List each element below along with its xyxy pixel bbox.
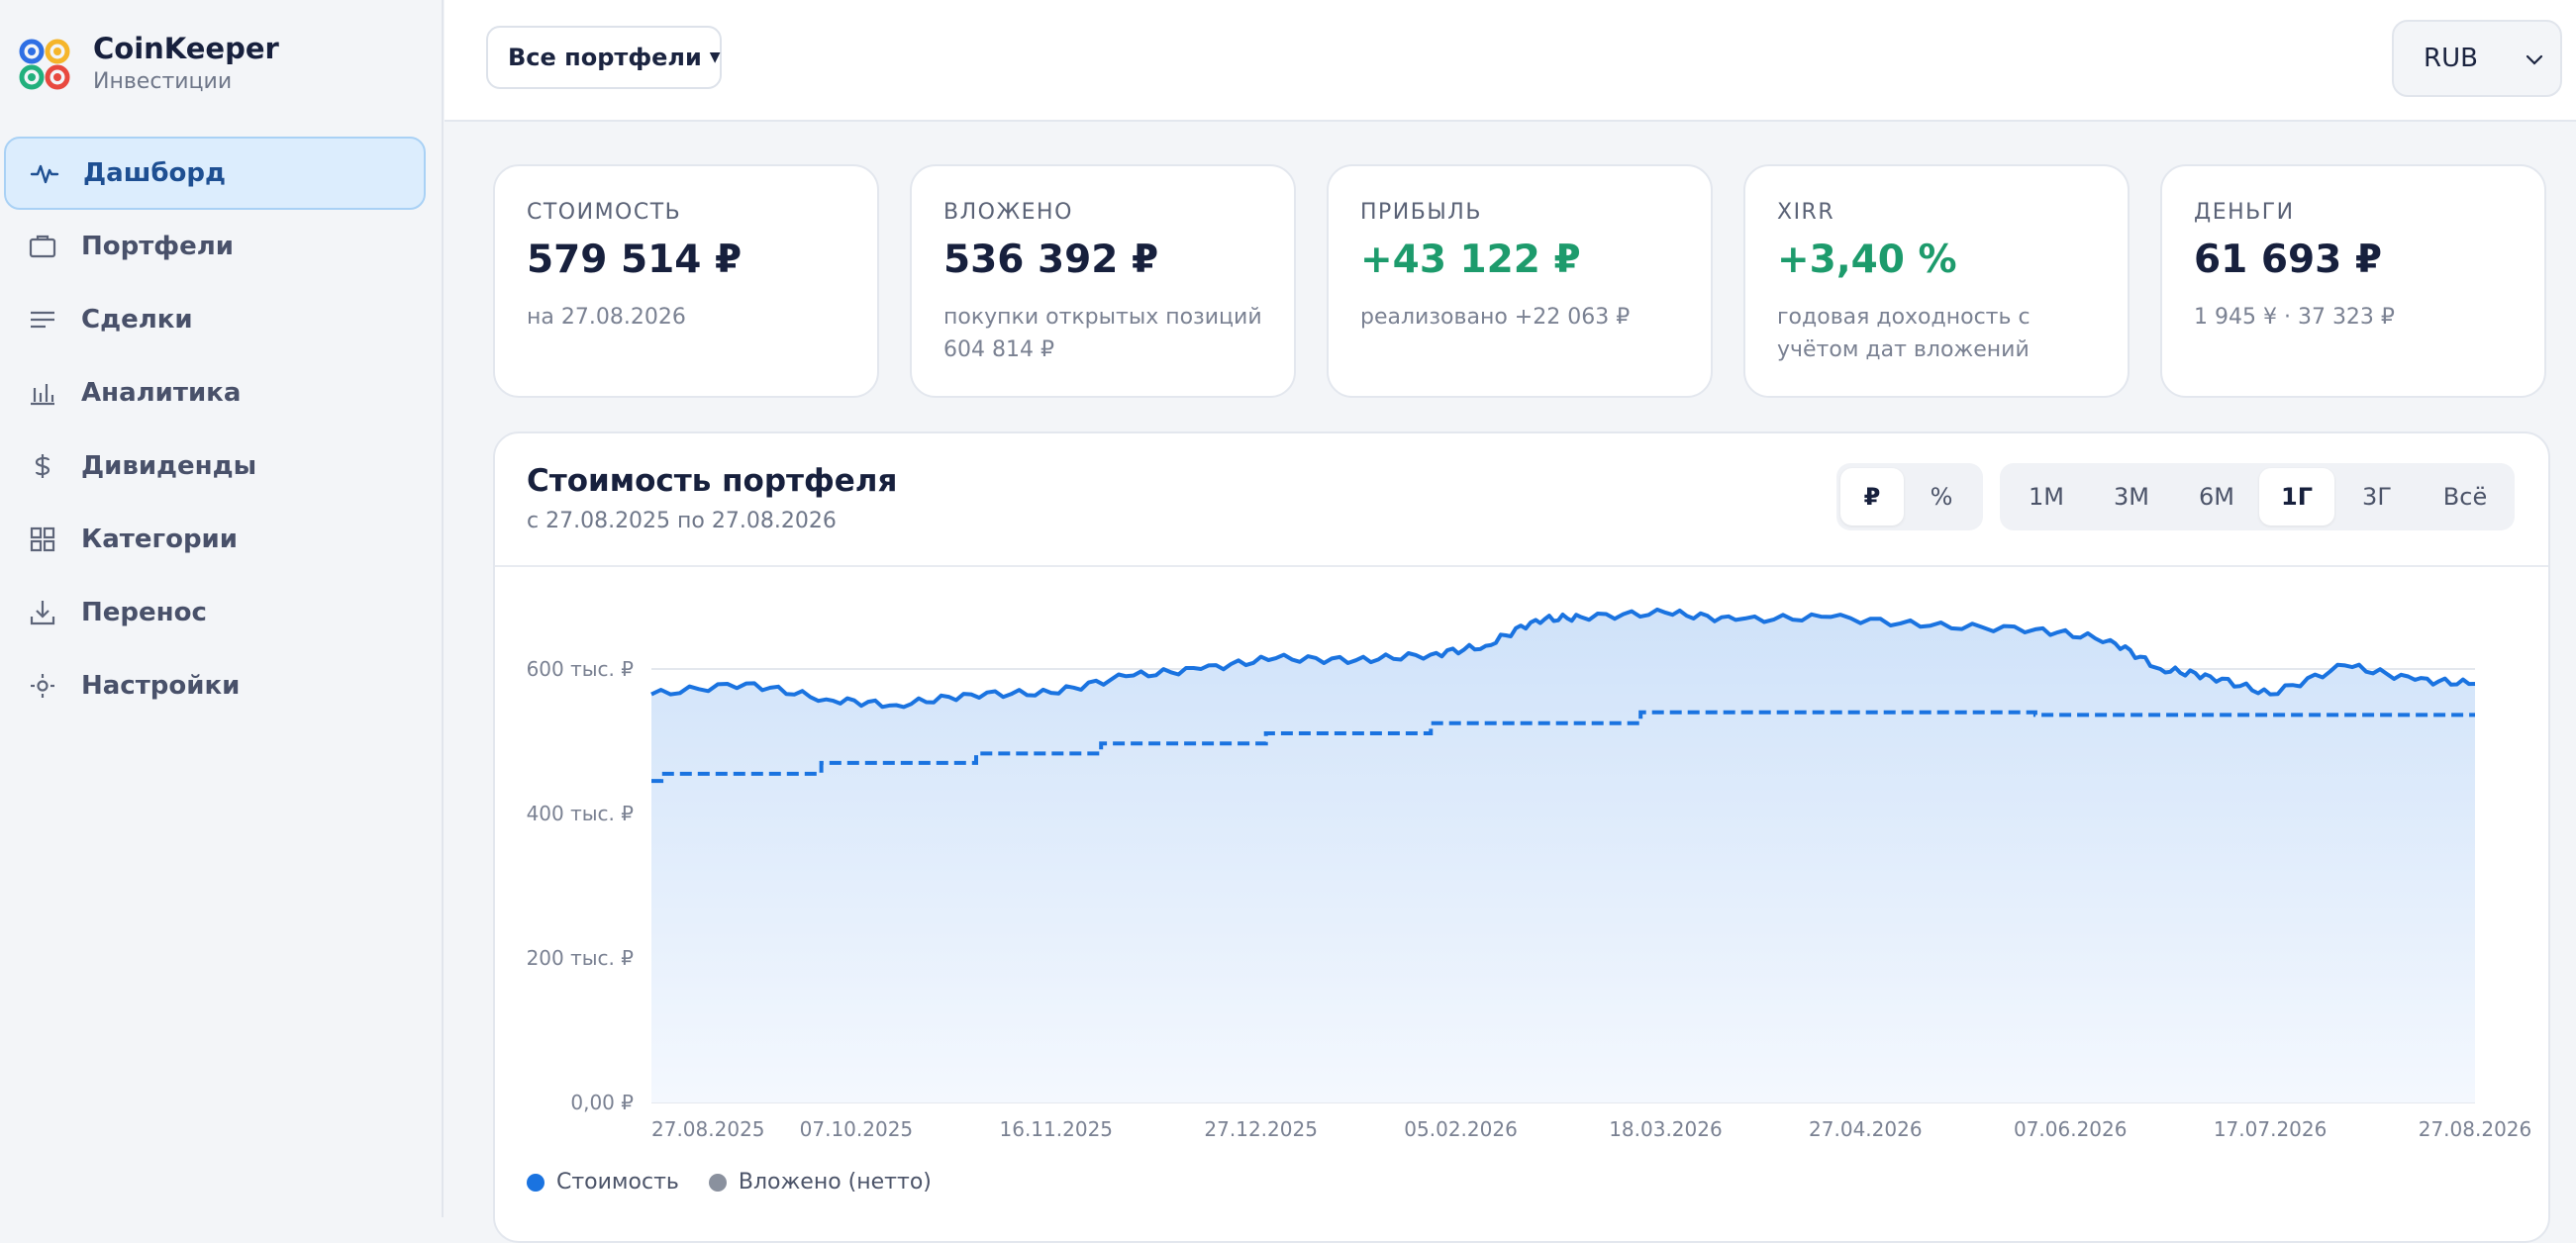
unit-rub-button[interactable]: ₽ (1840, 468, 1904, 526)
kpi-card-value: СТОИМОСТЬ 579 514 ₽ на 27.08.2026 (493, 164, 879, 398)
dollar-icon (26, 449, 59, 483)
kpi-subtext: покупки открытых позиций 604 814 ₽ (943, 305, 1262, 362)
sidebar-item-dividends[interactable]: Дивиденды (4, 430, 426, 503)
y-tick-label: 400 тыс. ₽ (527, 802, 635, 825)
invested-series-line[interactable] (651, 710, 2475, 784)
sidebar-item-dashboard[interactable]: Дашборд (4, 137, 426, 210)
download-icon (26, 596, 59, 629)
panel-title: Стоимость портфеля (527, 463, 898, 499)
app-name: CoinKeeper (93, 32, 279, 65)
range-toggle: 1М 3М 6М 1Г 3Г Всё (2000, 463, 2515, 530)
range-6m-button[interactable]: 6М (2199, 483, 2234, 511)
range-1m-button[interactable]: 1М (2029, 483, 2064, 511)
legend-item-value[interactable]: Стоимость (527, 1170, 679, 1195)
range-all-button[interactable]: Всё (2442, 483, 2488, 511)
sidebar-item-settings[interactable]: Настройки (4, 649, 426, 722)
chart-legend: Стоимость Вложено (нетто) (527, 1170, 961, 1195)
sidebar-nav: Дашборд Портфели Сделки Аналитика Дивиде… (4, 137, 426, 722)
kpi-label: XIRR (1777, 200, 1835, 225)
sidebar-item-label: Аналитика (81, 378, 242, 408)
currency-select-label: RUB (2424, 44, 2478, 73)
kpi-value: +43 122 ₽ (1360, 238, 1581, 282)
portfolio-value-chart: 0,00 ₽ 200 тыс. ₽ 400 тыс. ₽ 600 тыс. ₽ 27.0… (527, 607, 2532, 1141)
chevron-down-icon (2526, 54, 2543, 65)
x-tick-label: 17.07.2026 (2214, 1117, 2328, 1141)
kpi-card-profit: ПРИБЫЛЬ +43 122 ₽ реализовано +22 063 ₽ (1327, 164, 1713, 398)
kpi-value: 579 514 ₽ (527, 238, 743, 282)
unit-percent-button[interactable]: % (1930, 483, 1953, 511)
sidebar-item-transfer[interactable]: Перенос (4, 576, 426, 649)
kpi-subtext: реализовано +22 063 ₽ (1360, 305, 1631, 330)
sidebar-item-label: Настройки (81, 671, 241, 701)
legend-label: Вложено (нетто) (738, 1170, 932, 1195)
sidebar-item-deals[interactable]: Сделки (4, 283, 426, 356)
portfolio-select-label: Все портфели (508, 44, 702, 71)
legend-marker-invested (708, 1173, 727, 1192)
sidebar-item-label: Портфели (81, 232, 234, 261)
sidebar-item-label: Перенос (81, 598, 207, 627)
x-tick-label: 18.03.2026 (1609, 1117, 1723, 1141)
grid-icon (26, 523, 59, 556)
currency-select[interactable]: RUB (2392, 20, 2562, 97)
range-1y-button[interactable]: 1Г (2259, 468, 2334, 526)
x-tick-label: 07.10.2025 (800, 1117, 914, 1141)
kpi-label: ВЛОЖЕНО (943, 200, 1073, 225)
caret-down-icon: ▼ (709, 49, 721, 65)
sidebar-item-label: Сделки (81, 305, 193, 335)
x-tick-label: 27.12.2025 (1204, 1117, 1318, 1141)
value-area (651, 609, 2475, 1102)
kpi-card-xirr: XIRR +3,40 % годовая доходность с учётом… (1743, 164, 2130, 398)
sidebar-item-portfolios[interactable]: Портфели (4, 210, 426, 283)
list-icon (26, 303, 59, 336)
y-tick-label: 0,00 ₽ (570, 1091, 634, 1114)
range-3y-button[interactable]: 3Г (2362, 483, 2392, 511)
value-series-line[interactable] (650, 607, 2476, 710)
top-bar: Все портфели ▼ RUB (445, 0, 2576, 122)
kpi-value: 61 693 ₽ (2194, 238, 2382, 282)
bar-chart-icon (26, 376, 59, 410)
legend-item-invested[interactable]: Вложено (нетто) (708, 1170, 932, 1195)
kpi-subtext: годовая доходность с учётом дат вложений (1777, 305, 2031, 362)
panel-subtitle: с 27.08.2025 по 27.08.2026 (527, 509, 837, 533)
legend-marker-value (527, 1173, 545, 1192)
x-tick-label: 27.08.2025 (651, 1117, 765, 1141)
kpi-label: ДЕНЬГИ (2194, 200, 2295, 225)
y-tick-label: 600 тыс. ₽ (527, 657, 635, 681)
coinkeeper-logo-icon (19, 39, 70, 90)
x-tick-label: 27.08.2026 (2419, 1117, 2532, 1141)
app-subtitle: Инвестиции (93, 69, 233, 94)
x-tick-label: 07.06.2026 (2014, 1117, 2128, 1141)
kpi-value: 536 392 ₽ (943, 238, 1159, 282)
portfolio-select[interactable]: Все портфели ▼ (486, 26, 722, 89)
kpi-label: СТОИМОСТЬ (527, 200, 682, 225)
kpi-label: ПРИБЫЛЬ (1360, 200, 1482, 225)
kpi-subtext: на 27.08.2026 (527, 305, 686, 330)
x-tick-label: 27.04.2026 (1809, 1117, 1923, 1141)
x-tick-label: 16.11.2025 (1000, 1117, 1114, 1141)
legend-label: Стоимость (556, 1170, 679, 1195)
sidebar-item-analytics[interactable]: Аналитика (4, 356, 426, 430)
kpi-card-invested: ВЛОЖЕНО 536 392 ₽ покупки открытых позиц… (910, 164, 1296, 398)
portfolio-value-panel: Стоимость портфеля с 27.08.2025 по 27.08… (493, 431, 2550, 1243)
settings-icon (26, 669, 59, 703)
briefcase-icon (26, 230, 59, 263)
kpi-subtext: 1 945 ¥ · 37 323 ₽ (2194, 305, 2395, 330)
sidebar-item-categories[interactable]: Категории (4, 503, 426, 576)
kpi-card-cash: ДЕНЬГИ 61 693 ₽ 1 945 ¥ · 37 323 ₽ (2160, 164, 2546, 398)
sidebar: CoinKeeper Инвестиции Дашборд Портфели С… (0, 0, 444, 1217)
sidebar-item-label: Дашборд (83, 158, 226, 188)
sidebar-item-label: Категории (81, 525, 238, 554)
unit-toggle: ₽ % (1836, 463, 1983, 530)
x-tick-label: 05.02.2026 (1404, 1117, 1518, 1141)
range-3m-button[interactable]: 3М (2114, 483, 2149, 511)
sidebar-item-label: Дивиденды (81, 451, 257, 481)
panel-divider (495, 565, 2548, 567)
kpi-value: +3,40 % (1777, 238, 1957, 282)
activity-icon (28, 156, 61, 190)
y-tick-label: 200 тыс. ₽ (527, 946, 635, 970)
